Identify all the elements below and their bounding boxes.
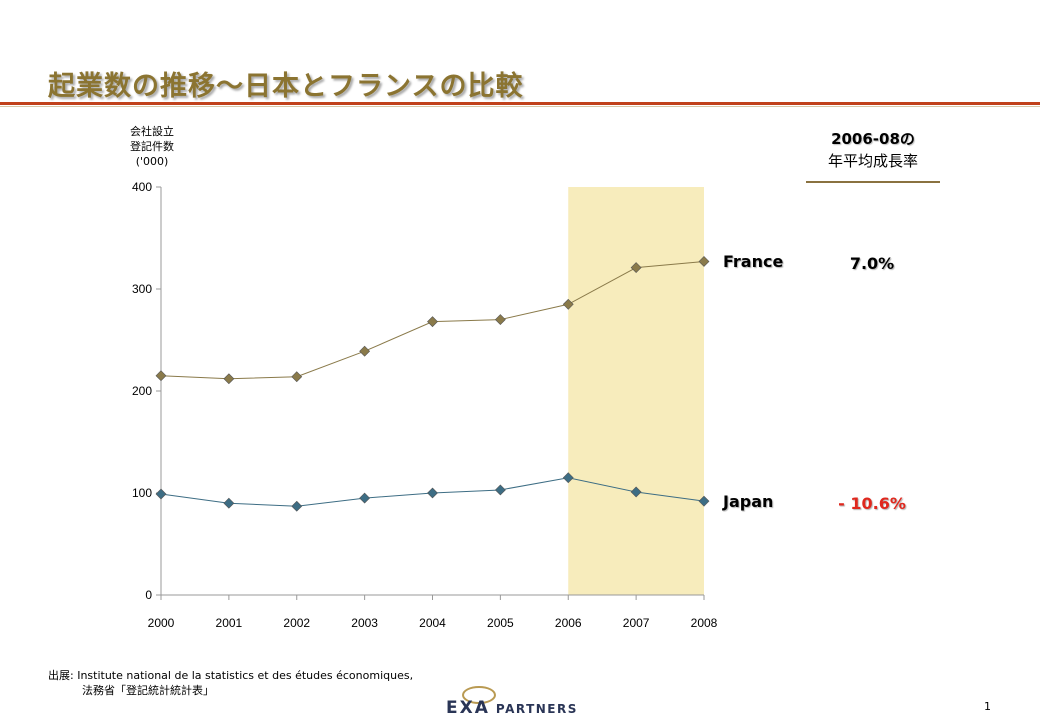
slide-title: 起業数の推移～日本とフランスの比較	[48, 71, 524, 102]
x-tick-label-2008: 2008	[691, 616, 718, 630]
y-tick-label-300: 300	[132, 282, 152, 296]
source-line-1: 出展: Institute national de la statistics …	[48, 669, 414, 682]
data-point-france-2002	[291, 371, 303, 383]
data-point-japan-2006	[562, 472, 574, 484]
title-underline-thin	[0, 106, 1040, 107]
source-line-2: 法務省「登記統計統計表」	[82, 684, 214, 697]
x-tick-label-2007: 2007	[623, 616, 650, 630]
cagr-header-rule	[806, 181, 940, 183]
data-point-japan-2004	[427, 487, 438, 499]
y-axis-label-line-1: 会社設立	[130, 125, 174, 138]
logo-ring-icon	[462, 686, 496, 704]
y-tick-label-200: 200	[132, 384, 152, 398]
x-tick-label-2006: 2006	[555, 616, 582, 630]
data-point-japan-2005	[494, 484, 506, 496]
y-axis-label: 会社設立 登記件数 ('000)	[112, 124, 192, 169]
source-note: 出展: Institute national de la statistics …	[48, 668, 413, 698]
data-point-france-2007	[630, 262, 642, 274]
data-point-france-2000	[155, 370, 167, 382]
cagr-header: 2006-08の 年平均成長率	[800, 128, 946, 172]
logo-exa: EXA	[446, 698, 490, 718]
cagr-header-line-2: 年平均成長率	[827, 152, 918, 170]
cagr-japan-value: - 10.6%	[838, 494, 906, 513]
series-label-japan: Japan	[723, 492, 774, 511]
x-tick-label-2003: 2003	[351, 616, 378, 630]
data-point-japan-2001	[223, 497, 235, 509]
x-tick-label-2000: 2000	[148, 616, 175, 630]
y-tick-label-0: 0	[145, 588, 152, 602]
cagr-header-line-1: 2006-08の	[831, 130, 915, 148]
data-point-japan-2003	[359, 492, 371, 504]
series-label-france: France	[723, 252, 784, 271]
data-point-france-2008	[698, 256, 710, 267]
y-axis-label-line-2: 登記件数	[130, 140, 174, 153]
highlight-band-2006-2008	[568, 187, 704, 595]
title-underline-thick	[0, 102, 1040, 105]
data-point-japan-2002	[291, 500, 303, 512]
data-point-france-2005	[494, 314, 506, 326]
data-point-japan-2007	[630, 486, 642, 498]
y-axis-label-line-3: ('000)	[135, 155, 169, 168]
x-tick-label-2001: 2001	[216, 616, 243, 630]
x-tick-label-2005: 2005	[487, 616, 514, 630]
exa-partners-logo: EXA PARTNERS	[446, 686, 596, 718]
data-point-japan-2008	[698, 495, 710, 507]
cagr-france-value: 7.0%	[849, 254, 895, 273]
x-tick-label-2004: 2004	[419, 616, 446, 630]
data-point-france-2006	[562, 298, 574, 310]
data-point-japan-2000	[155, 488, 167, 500]
logo-text: EXA PARTNERS	[446, 698, 578, 718]
x-tick-label-2002: 2002	[283, 616, 310, 630]
y-tick-label-100: 100	[132, 486, 152, 500]
data-point-france-2001	[223, 373, 235, 385]
logo-partners: PARTNERS	[495, 702, 578, 716]
y-tick-label-400: 400	[132, 180, 152, 194]
page-number: 1	[984, 700, 991, 713]
data-point-france-2003	[359, 345, 371, 357]
data-point-france-2004	[427, 316, 438, 328]
